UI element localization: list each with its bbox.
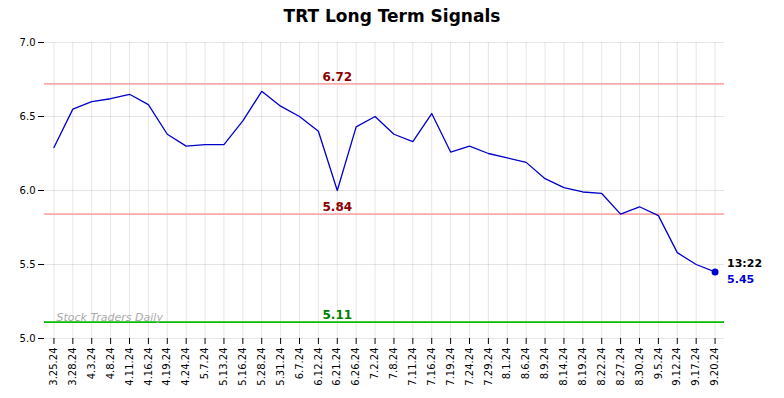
svg-text:Stock Traders Daily: Stock Traders Daily xyxy=(57,311,164,324)
svg-text:6.26.24: 6.26.24 xyxy=(350,348,361,386)
svg-text:9.12.24: 9.12.24 xyxy=(671,348,682,386)
svg-text:5.16.24: 5.16.24 xyxy=(237,348,248,386)
svg-text:5.13.24: 5.13.24 xyxy=(218,348,229,386)
html-text:TRT Long Term Signals: TRT Long Term Signals xyxy=(283,6,501,26)
svg-text:4.8.24: 4.8.24 xyxy=(105,348,116,380)
svg-text:8.1.24: 8.1.24 xyxy=(501,348,512,380)
svg-text:7.8.24: 7.8.24 xyxy=(388,348,399,380)
svg-text:9.20.24: 9.20.24 xyxy=(709,348,720,386)
svg-text:5.45: 5.45 xyxy=(727,273,754,286)
svg-text:4.16.24: 4.16.24 xyxy=(143,348,154,386)
svg-text:13:22: 13:22 xyxy=(727,257,762,270)
svg-text:8.30.24: 8.30.24 xyxy=(634,348,645,386)
svg-text:7.24.24: 7.24.24 xyxy=(464,348,475,386)
svg-text:5.5: 5.5 xyxy=(20,259,36,270)
svg-text:3.28.24: 3.28.24 xyxy=(67,348,78,386)
svg-text:3.25.24: 3.25.24 xyxy=(48,348,59,386)
svg-text:6.0: 6.0 xyxy=(20,185,36,196)
svg-text:8.6.24: 8.6.24 xyxy=(520,348,531,380)
svg-text:7.11.24: 7.11.24 xyxy=(407,348,418,386)
svg-text:4.19.24: 4.19.24 xyxy=(161,348,172,386)
svg-text:5.11: 5.11 xyxy=(322,308,352,322)
svg-text:5.0: 5.0 xyxy=(20,333,36,344)
svg-text:8.27.24: 8.27.24 xyxy=(615,348,626,386)
svg-text:9.5.24: 9.5.24 xyxy=(653,348,664,380)
svg-text:5.31.24: 5.31.24 xyxy=(275,348,286,386)
svg-text:8.9.24: 8.9.24 xyxy=(539,348,550,380)
svg-text:8.22.24: 8.22.24 xyxy=(596,348,607,386)
svg-text:7.2.24: 7.2.24 xyxy=(369,348,380,380)
svg-text:7.29.24: 7.29.24 xyxy=(483,348,494,386)
svg-text:8.14.24: 8.14.24 xyxy=(558,348,569,386)
svg-text:5.84: 5.84 xyxy=(322,200,352,214)
svg-text:4.11.24: 4.11.24 xyxy=(124,348,135,386)
svg-text:6.7.24: 6.7.24 xyxy=(294,348,305,380)
svg-text:7.19.24: 7.19.24 xyxy=(445,348,456,386)
svg-text:4.3.24: 4.3.24 xyxy=(86,348,97,380)
svg-text:5.7.24: 5.7.24 xyxy=(199,348,210,380)
svg-text:6.21.24: 6.21.24 xyxy=(331,348,342,386)
svg-text:7.0: 7.0 xyxy=(20,37,36,48)
svg-text:4.24.24: 4.24.24 xyxy=(180,348,191,386)
svg-text:7.16.24: 7.16.24 xyxy=(426,348,437,386)
svg-text:8.19.24: 8.19.24 xyxy=(577,348,588,386)
svg-text:9.17.24: 9.17.24 xyxy=(690,348,701,386)
svg-text:6.72: 6.72 xyxy=(322,70,352,84)
svg-text:5.28.24: 5.28.24 xyxy=(256,348,267,386)
svg-text:6.5: 6.5 xyxy=(20,111,36,122)
svg-text:6.12.24: 6.12.24 xyxy=(313,348,324,386)
